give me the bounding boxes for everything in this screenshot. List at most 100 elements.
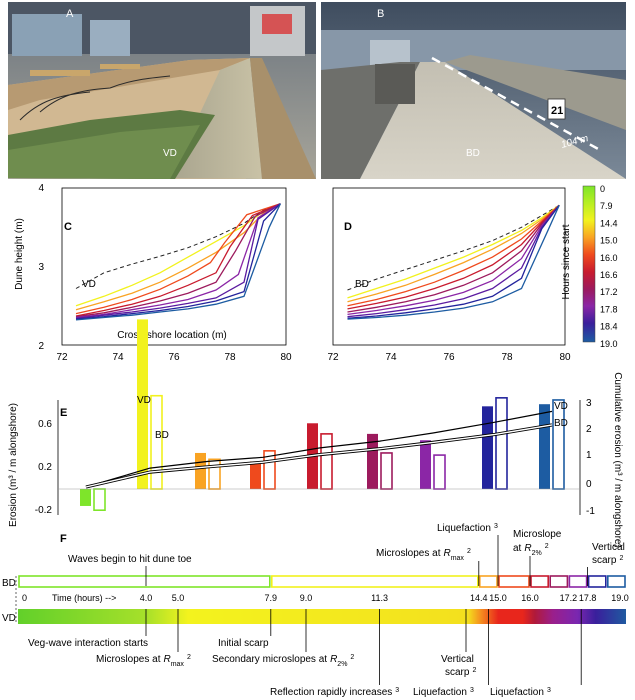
colorbar [582,185,596,343]
xtick-d-80: 80 [559,352,571,363]
c-profile-17-8 [75,203,281,319]
d-profile-17-2 [347,204,560,316]
timeline-tick-7-9: 7.9 [265,593,278,603]
ann-liq-bottom-1: Liquefaction 3 [413,687,474,699]
row-label-bd: BD [2,578,16,589]
xtick-c-74: 74 [112,352,124,363]
bd-segment-5 [549,575,569,588]
cum-label-bd: BD [554,418,568,429]
bd-segment-4 [530,575,550,588]
xtick-d-74: 74 [385,352,397,363]
colorbar-tick-16-0: 16.0 [600,253,618,263]
timeline-tick-15-0: 15.0 [489,593,507,603]
c-profile-18-4 [75,203,281,320]
panel-c-label: C [64,221,72,233]
time-axis-title: Time (hours) --> [52,593,116,603]
y2tick-e-1: 2 [586,424,592,435]
d-profile-18-4 [347,204,560,319]
timeline-tick-4-0: 4.0 [140,593,153,603]
c-profile-17-2 [75,203,281,319]
ytick-e-1: 0.2 [38,462,52,473]
ann-vertical-bottom: Vertical [441,654,474,665]
erosion-bars [57,319,581,515]
bar-bd-0-7.9 [93,488,106,512]
d-profile-16-6 [347,204,560,313]
panel-f-label: F [60,533,67,545]
panel-b-caption: BD [466,148,480,159]
bar-label-vd: VD [137,395,151,406]
xtick-d-72: 72 [327,352,339,363]
ann-waves: Waves begin to hit dune toe [68,554,192,565]
ann-initial-scarp: Initial scarp [218,638,269,649]
bd-segment-8 [606,575,626,588]
bd-segment-0 [18,575,271,588]
xtick-c-72: 72 [56,352,68,363]
xtick-c-80: 80 [280,352,292,363]
y2tick-e-0: 3 [586,398,592,409]
d-profile-7-9 [347,204,560,299]
panel-b-sign: 21 [551,105,563,117]
ann-reflection: Reflection rapidly increases 3 [270,687,399,699]
ann-microslopes-rmax-top: Microslopes at Rmax2 [376,548,471,562]
photo-b [321,2,626,179]
bd-segment-1 [270,575,479,588]
ann-liq-bottom-2: Liquefaction 3 [490,687,551,699]
ann-scarp-bottom: scarp 2 [445,667,476,679]
colorbar-ticks: 0 7.9 14.4 15.0 16.0 16.6 17.2 17.8 18.4 19.0 [600,184,618,349]
c-profile-19-0 [75,203,281,321]
timeline-tick-16-0: 16.0 [521,593,539,603]
xtick-c-78: 78 [224,352,236,363]
timeline-tick-14-4: 14.4 [470,593,488,603]
ann-liq-top: Liquefaction 3 [437,523,498,535]
c-profile-7-9 [75,203,281,307]
panel-e-label: E [60,407,67,419]
timeline-tick-9-0: 9.0 [300,593,313,603]
cum-label-vd: VD [554,401,568,412]
bar-bd-14.4-15.0 [208,458,221,490]
profiles-d-lines [332,187,566,346]
d-profile-0 [347,204,560,291]
erosion-ylabel: Erosion (m³ / m alongshore) [8,403,19,527]
colorbar-tick-0: 0 [600,184,605,194]
colorbar-tick-7-9: 7.9 [600,201,613,211]
ytick-e-0: 0.6 [38,419,52,430]
d-profile-14-4 [347,204,560,303]
ann-vertical-top: Vertical [592,542,625,553]
colorbar-tick-17-2: 17.2 [600,287,618,297]
colorbar-tick-16-6: 16.6 [600,270,618,280]
bar-bd-17.8-18.4 [495,397,508,490]
bar-vd-7.9-14.4 [137,319,148,489]
timeline-tick-5-0: 5.0 [172,593,185,603]
colorbar-tick-17-8: 17.8 [600,304,618,314]
timeline-tick-19-0: 19.0 [611,593,629,603]
c-profile-15-0 [75,203,281,315]
xticks-c: 72 74 76 78 80 [56,352,292,363]
y2tick-e-2: 1 [586,450,592,461]
bar-vd-14.4-15.0 [195,452,206,489]
c-profile-0 [75,203,281,289]
bar-vd-0-7.9 [80,489,91,506]
d-profile-16-0 [347,204,560,310]
xtick-d-78: 78 [501,352,513,363]
bar-bd-7.9-14.4 [150,394,163,490]
d-profile-17-8 [347,204,560,318]
photo-a [8,2,316,179]
panel-b-label: B [377,8,384,20]
profiles-xlabel: Cross-shore location (m) [117,330,226,341]
timeline-below-labels: Veg-wave interaction starts Microslopes … [28,638,551,698]
ann-secondary: Secondary microslopes at R2%2 [212,654,354,668]
profiles-c-lines [61,187,287,346]
c-profile-16-0 [75,203,281,317]
bar-vd-18.4-19.0 [539,404,550,489]
ytick-c-1: 3 [38,262,44,273]
bar-label-bd: BD [155,430,169,441]
colorbar-tick-15-0: 15.0 [600,236,618,246]
ann-microslope-r2-line2: at R2%2 [513,543,549,557]
ytick-c-0: 4 [38,183,44,194]
profiles-ylabel: Dune height (m) [14,218,25,290]
timeline-tick-0: 0 [22,593,27,603]
panel-c-tag: VD [82,279,96,290]
panel-a-caption: VD [163,148,177,159]
d-profile-15-0 [347,204,560,307]
c-profile-16-6 [75,203,281,318]
